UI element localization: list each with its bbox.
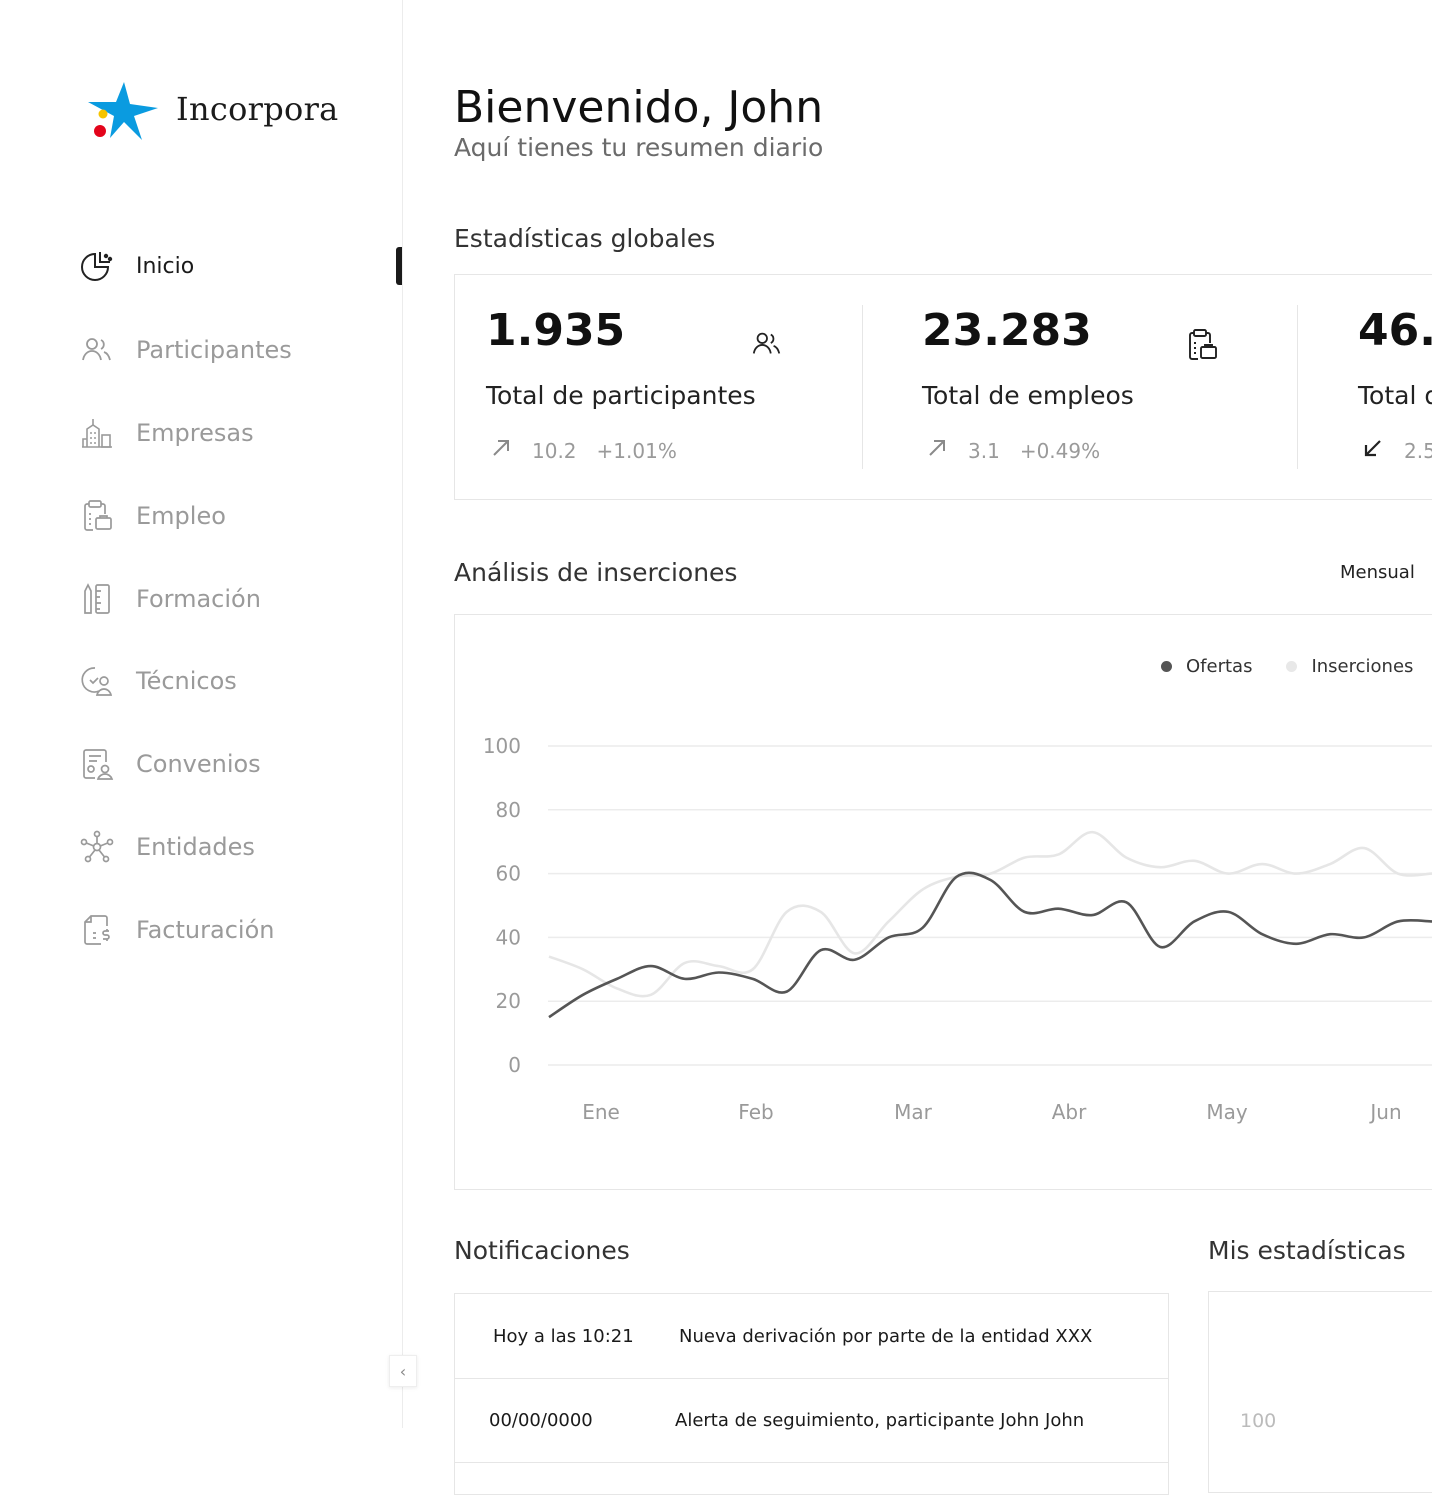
y-tick-label: 100 (483, 734, 521, 758)
sidebar-item-empleo[interactable]: Empleo (78, 496, 378, 536)
sidebar-item-facturacion[interactable]: Facturación (78, 910, 378, 950)
sidebar-item-label: Formación (136, 585, 261, 613)
sidebar-item-label: Facturación (136, 916, 275, 944)
sidebar-item-participantes[interactable]: Participantes (78, 330, 378, 370)
x-tick-label: Abr (1052, 1100, 1087, 1124)
sidebar-item-formacion[interactable]: Formación (78, 579, 378, 619)
chart-pie-icon (78, 247, 116, 285)
divider (1297, 305, 1298, 469)
stat-participantes: 1.935 Total de participantes 10.2 +1.01% (486, 305, 786, 463)
stat-trend: 3.1 +0.49% (926, 437, 1120, 464)
trend-up-icon (926, 437, 948, 464)
x-tick-label: Mar (894, 1100, 933, 1124)
sidebar-item-entidades[interactable]: Entidades (78, 827, 378, 867)
stat-third: 46. Total d 2.5 (1358, 305, 1432, 463)
clipboard-briefcase-icon (1184, 327, 1220, 367)
sidebar-item-tecnicos[interactable]: Técnicos (78, 661, 378, 701)
brand-name: Incorpora (176, 90, 339, 128)
sidebar-item-label: Convenios (136, 750, 261, 778)
sidebar-item-label: Inicio (136, 253, 195, 279)
y-tick-label: 40 (496, 925, 521, 949)
series-line-inserciones (548, 830, 1432, 998)
y-tick-label: 20 (496, 989, 521, 1013)
notification-item[interactable]: Hoy a las 10:21 Nueva derivación por par… (455, 1294, 1168, 1379)
legend-label-ofertas: Ofertas (1186, 656, 1253, 677)
my-stats-y-tick: 100 (1240, 1410, 1277, 1432)
insertions-line-chart: 0 20 40 60 80 100 Ene Feb Mar Abr May Jun (483, 734, 1432, 1124)
y-tick-label: 60 (496, 862, 521, 886)
technician-icon (78, 662, 116, 700)
brand-logo-icon[interactable] (86, 82, 162, 146)
agreement-icon (78, 745, 116, 783)
analysis-section-title: Análisis de inserciones (454, 558, 738, 587)
stats-section-title: Estadísticas globales (454, 224, 716, 253)
notification-text: Alerta de seguimiento, participante John… (675, 1409, 1085, 1431)
trend-up-icon (490, 437, 512, 464)
trend-down-icon (1362, 437, 1384, 464)
stat-value: 46. (1358, 305, 1432, 356)
buildings-icon (78, 414, 116, 452)
notifications-section-title: Notificaciones (454, 1236, 630, 1265)
x-tick-label: Jun (1368, 1100, 1401, 1124)
users-icon (750, 327, 784, 365)
x-tick-label: Feb (738, 1100, 773, 1124)
clipboard-briefcase-icon (78, 497, 116, 535)
stat-label: Total d (1358, 381, 1432, 410)
sidebar-item-label: Participantes (136, 336, 292, 364)
sidebar-item-label: Entidades (136, 833, 255, 861)
sidebar-item-label: Empresas (136, 419, 254, 447)
legend-label-inserciones: Inserciones (1311, 656, 1414, 677)
stat-label: Total de participantes (486, 381, 756, 410)
page-subtitle: Aquí tienes tu resumen diario (454, 133, 824, 162)
y-tick-label: 0 (508, 1053, 521, 1077)
stat-trend: 10.2 +1.01% (490, 437, 697, 464)
stat-label: Total de empleos (922, 381, 1134, 410)
notification-time: 00/00/0000 (489, 1409, 593, 1431)
x-tick-label: Ene (582, 1100, 620, 1124)
trend-value: 2.5 (1404, 438, 1432, 463)
sidebar-item-convenios[interactable]: Convenios (78, 744, 378, 784)
ruler-pencil-icon (78, 580, 116, 618)
trend-value: 10.2 (532, 438, 577, 463)
stat-trend: 2.5 (1362, 437, 1432, 464)
series-line-ofertas (548, 871, 1432, 1019)
trend-value: 3.1 (968, 438, 1000, 463)
notification-time: Hoy a las 10:21 (493, 1325, 634, 1347)
stat-empleos: 23.283 Total de empleos 3.1 +0.49% (922, 305, 1222, 463)
divider (862, 305, 863, 469)
stat-value: 23.283 (922, 305, 1092, 356)
collapse-sidebar-button[interactable]: ‹ (389, 1355, 417, 1387)
sidebar-item-inicio[interactable]: Inicio (78, 246, 378, 286)
sidebar-item-empresas[interactable]: Empresas (78, 413, 378, 453)
my-stats-card (1208, 1291, 1432, 1493)
my-stats-section-title: Mis estadísticas (1208, 1236, 1406, 1265)
legend-dot-inserciones (1286, 661, 1298, 672)
x-tick-label: May (1206, 1100, 1248, 1124)
billing-icon (78, 911, 116, 949)
legend-dot-ofertas (1161, 661, 1172, 672)
trend-percent: +0.49% (1019, 438, 1101, 463)
trend-percent: +1.01% (596, 438, 677, 463)
y-tick-label: 80 (496, 798, 521, 822)
chart-legend: Ofertas Inserciones (1161, 656, 1413, 677)
sidebar-item-label: Empleo (136, 502, 226, 530)
notification-item[interactable]: 00/00/0000 Alerta de seguimiento, partic… (455, 1378, 1168, 1463)
network-icon (78, 828, 116, 866)
sidebar-item-label: Técnicos (136, 667, 237, 695)
chart-card (454, 614, 1432, 1190)
period-selector[interactable]: Mensual (1340, 562, 1415, 583)
sidebar: Incorpora Inicio Participantes Empresas … (0, 0, 403, 1428)
stat-value: 1.935 (486, 305, 626, 356)
notification-text: Nueva derivación por parte de la entidad… (679, 1325, 1093, 1347)
users-icon (78, 331, 116, 369)
stats-card: 1.935 Total de participantes 10.2 +1.01%… (454, 274, 1432, 500)
active-nav-indicator (396, 247, 402, 285)
page-title: Bienvenido, John (454, 82, 824, 133)
notifications-card: Hoy a las 10:21 Nueva derivación por par… (454, 1293, 1169, 1495)
